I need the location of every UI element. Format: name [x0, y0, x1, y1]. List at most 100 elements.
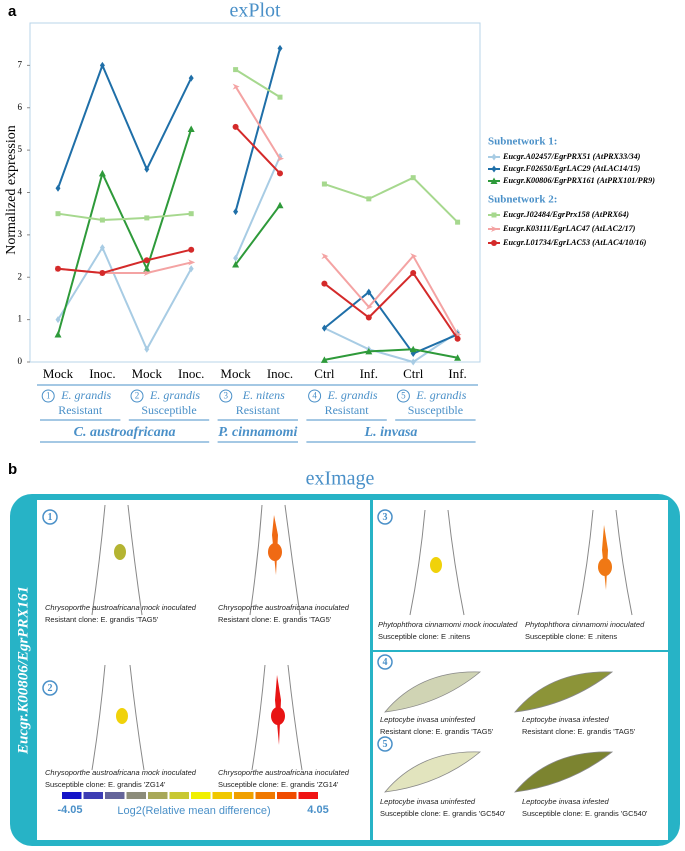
point	[99, 217, 105, 223]
x-tick-label: Inoc.	[178, 366, 204, 381]
caption: Phytophthora cinnamomi inoculated	[525, 620, 645, 629]
colorscale-swatch	[277, 792, 297, 799]
colorscale-swatch	[83, 792, 103, 799]
caption: Susceptible clone: E. grandis 'ZG14'	[218, 780, 339, 789]
panel-number-circle	[42, 509, 58, 525]
legend-label: Eucgr.A02457/EgrPRX51 (AtPRX33/34)	[502, 152, 641, 161]
caption: Resistant clone: E. grandis 'TAG5'	[45, 615, 159, 624]
caption: Leptocybe invasa uninfested	[380, 715, 476, 724]
point	[188, 211, 194, 217]
group-number: 4	[312, 391, 317, 401]
point	[321, 280, 328, 287]
y-tick-label: 7	[18, 59, 23, 69]
x-tick-label: Ctrl	[314, 366, 335, 381]
colorscale-swatch	[169, 792, 189, 799]
colorscale-swatch	[255, 792, 275, 799]
point	[187, 125, 195, 132]
caption: Leptocybe invasa infested	[522, 715, 610, 724]
y-tick-label: 1	[18, 314, 23, 324]
colorscale-label: Log2(Relative mean difference)	[117, 805, 270, 817]
point	[99, 61, 105, 69]
group-species: E. grandis	[149, 388, 200, 402]
series-line	[57, 68, 459, 223]
point	[233, 254, 239, 262]
caption: Susceptible clone: E. grandis 'ZG14'	[45, 780, 166, 789]
point	[277, 155, 284, 162]
series-line	[57, 128, 458, 361]
panel-number: 2	[48, 683, 53, 694]
point	[98, 169, 106, 177]
panel-number: 4	[383, 657, 388, 668]
x-tick-label: Mock	[132, 366, 163, 381]
caption: Susceptible clone: E .nitens	[378, 632, 470, 641]
point	[409, 345, 417, 353]
point	[144, 215, 150, 221]
panel-number-circle	[377, 654, 393, 670]
x-tick-label: Ctrl	[403, 366, 424, 381]
point	[232, 83, 240, 90]
group-status: Resistant	[58, 403, 103, 417]
caption: Susceptible clone: E. grandis 'GC540'	[380, 809, 506, 818]
series-line	[57, 48, 458, 355]
point	[55, 316, 61, 324]
right-top-panel	[373, 500, 668, 650]
point	[277, 170, 283, 177]
colorscale-swatch	[105, 792, 125, 799]
group-number-circle	[308, 389, 322, 403]
y-axis-label: Normalized expression	[4, 125, 19, 254]
series-line	[57, 86, 459, 335]
panel-number: 1	[48, 512, 53, 523]
y-tick-label: 0	[18, 356, 23, 366]
legend-label: Eucgr.K00806/EgrPRX161 (AtPRX101/PR9)	[502, 176, 655, 185]
point	[233, 67, 239, 73]
point	[410, 175, 416, 181]
point	[366, 196, 372, 202]
y-tick-label: 2	[18, 271, 23, 281]
colorscale-swatch	[234, 792, 254, 799]
point	[144, 345, 150, 353]
point	[55, 265, 61, 272]
colorscale-swatch	[191, 792, 211, 799]
caption: Leptocybe invasa uninfested	[380, 797, 476, 806]
group-species: E. grandis	[327, 388, 378, 402]
point	[410, 253, 418, 260]
colorscale-max: 4.05	[307, 804, 328, 816]
group-number: 1	[46, 391, 51, 401]
legend-marker	[490, 177, 498, 184]
colorscale-swatch	[126, 792, 146, 799]
colorscale-swatch	[212, 792, 232, 799]
panel-letter: a	[8, 3, 17, 20]
y-tick-label: 6	[18, 102, 23, 112]
left-panel	[37, 500, 370, 840]
point	[232, 261, 240, 268]
panel-number: 5	[383, 739, 388, 750]
stems	[91, 504, 633, 771]
caption: Phytophthora cinnamomi mock inoculated	[378, 620, 518, 629]
group-number-circle	[41, 389, 55, 403]
legend-marker	[491, 240, 497, 246]
point	[454, 354, 462, 361]
point	[320, 356, 328, 363]
group-number: 3	[224, 391, 229, 401]
group-number-circle	[130, 389, 144, 403]
x-tick-label: Mock	[43, 366, 74, 381]
y-tick-label: 4	[18, 187, 23, 197]
legend-label: Eucgr.L01734/EgrLAC53 (AtLAC4/10/16)	[502, 238, 647, 247]
x-tick-label: Inf.	[448, 366, 466, 381]
legend-title: Subnetwork 1:	[488, 136, 557, 148]
point	[410, 358, 416, 366]
legend-label: Eucgr.F02650/EgrLAC29 (AtLAC14/15)	[502, 164, 641, 173]
legend-label: Eucgr.J02484/EgrPrx158 (AtPRX64)	[502, 210, 629, 219]
group-number-circle	[396, 389, 410, 403]
group-species: E. grandis	[415, 388, 466, 402]
x-tick-label: Inoc.	[89, 366, 115, 381]
group-number: 2	[135, 391, 140, 401]
panel-number: 3	[383, 512, 388, 523]
point	[321, 324, 327, 332]
panel-number-circle	[377, 736, 393, 752]
group-status: Resistant	[236, 403, 281, 417]
point	[99, 244, 105, 252]
lesions	[114, 515, 612, 745]
panel-number-circle	[42, 680, 58, 696]
